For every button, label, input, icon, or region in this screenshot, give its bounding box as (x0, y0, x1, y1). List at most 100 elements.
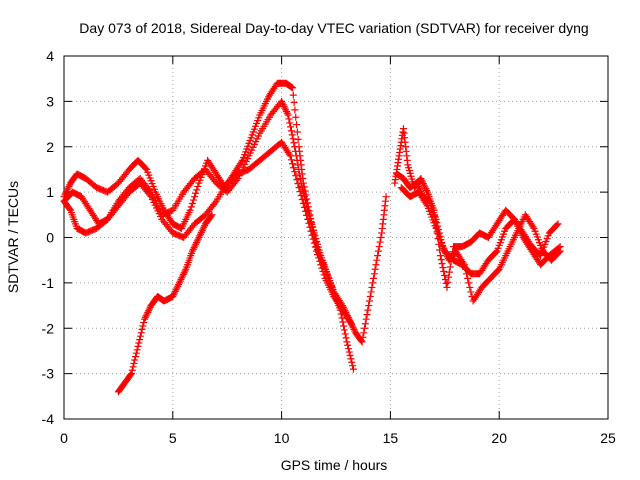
data-point-marker (146, 191, 154, 199)
data-point-marker (464, 274, 472, 282)
x-tick-label: 0 (60, 430, 68, 446)
data-point-marker (290, 139, 298, 147)
data-point-marker (438, 260, 446, 268)
series-5 (391, 125, 562, 291)
data-point-marker (370, 270, 378, 278)
data-point-marker (417, 175, 425, 183)
data-point-marker (289, 91, 297, 99)
x-tick-label: 25 (600, 430, 616, 446)
data-point-marker (135, 339, 143, 347)
data-point-marker (293, 128, 301, 136)
data-point-marker (304, 215, 312, 223)
data-point-marker (278, 97, 286, 105)
data-point-marker (127, 370, 135, 378)
data-point-marker (282, 106, 290, 114)
data-point-marker (370, 274, 378, 282)
data-point-marker (128, 366, 136, 374)
data-point-marker (372, 261, 380, 269)
data-point-marker (319, 268, 327, 276)
data-point-marker (145, 305, 153, 313)
data-point-marker (309, 235, 317, 243)
data-point-marker (197, 230, 205, 238)
data-point-marker (280, 102, 288, 110)
data-point-marker (287, 123, 295, 131)
data-point-marker (136, 336, 144, 344)
data-point-marker (361, 320, 369, 328)
data-point-marker (129, 363, 137, 371)
data-point-marker (340, 322, 348, 330)
data-point-marker (446, 263, 454, 271)
data-point-marker (554, 220, 562, 228)
data-point-marker (444, 278, 452, 286)
data-point-marker (189, 196, 197, 204)
data-point-marker (142, 164, 150, 172)
data-point-marker (138, 325, 146, 333)
data-point-marker (441, 272, 449, 280)
data-point-marker (555, 244, 563, 252)
y-axis-label: SDTVAR / TECUs (5, 181, 21, 293)
data-point-marker (315, 254, 323, 262)
data-point-marker (142, 312, 150, 320)
data-point-marker (127, 371, 135, 379)
data-point-marker (296, 188, 304, 196)
data-point-marker (318, 264, 326, 272)
data-point-marker (290, 164, 298, 172)
data-point-marker (317, 261, 325, 269)
data-point-marker (553, 221, 561, 229)
data-point-marker (369, 279, 377, 287)
data-point-marker (289, 135, 297, 143)
data-point-marker (423, 186, 431, 194)
data-point-marker (377, 234, 385, 241)
y-tick-labels: -4 -3 -2 -1 0 1 2 3 4 (42, 48, 55, 427)
data-point-marker (374, 247, 382, 255)
data-point-marker (139, 322, 147, 330)
data-point-marker (344, 341, 352, 349)
data-point-marker (286, 119, 294, 127)
data-point-marker (349, 365, 357, 373)
data-point-marker (288, 131, 296, 139)
data-point-marker (193, 237, 201, 245)
data-point-marker (349, 324, 357, 332)
data-point-marker (291, 168, 299, 176)
data-point-marker (419, 180, 427, 188)
data-point-marker (178, 274, 186, 282)
chart-title: Day 073 of 2018, Sidereal Day-to-day VTE… (79, 20, 588, 36)
data-point-marker (360, 329, 368, 337)
data-point-marker (297, 192, 305, 200)
data-point-marker (191, 242, 199, 250)
data-point-marker (345, 345, 353, 353)
data-point-marker (361, 324, 369, 332)
gridlines (64, 56, 608, 419)
data-point-marker (298, 182, 306, 190)
data-point-marker (314, 251, 322, 259)
data-point-marker (445, 268, 453, 276)
data-point-marker (279, 101, 287, 109)
data-point-marker (299, 199, 307, 207)
data-point-marker (136, 332, 144, 340)
data-point-marker (292, 172, 300, 180)
axis-ticks (63, 55, 609, 420)
data-point-marker (175, 279, 183, 287)
data-point-marker (188, 247, 196, 255)
data-point-marker (465, 279, 473, 287)
data-point-marker (359, 333, 367, 341)
data-point-marker (180, 269, 188, 277)
data-point-marker (443, 283, 451, 291)
data-point-marker (316, 257, 324, 265)
data-point-marker (131, 356, 139, 364)
data-point-marker (63, 186, 71, 194)
data-point-marker (445, 273, 453, 281)
data-point-marker (413, 179, 421, 187)
data-point-marker (292, 113, 300, 121)
data-point-marker (300, 203, 308, 211)
data-point-marker (307, 227, 315, 235)
data-point-marker (303, 211, 311, 219)
data-point-marker (365, 302, 373, 310)
data-point-marker (171, 287, 179, 295)
x-tick-label: 20 (491, 430, 507, 446)
data-point-marker (422, 185, 430, 193)
data-point-marker (64, 184, 72, 192)
data-point-marker (211, 199, 219, 207)
data-point-marker (189, 245, 197, 253)
